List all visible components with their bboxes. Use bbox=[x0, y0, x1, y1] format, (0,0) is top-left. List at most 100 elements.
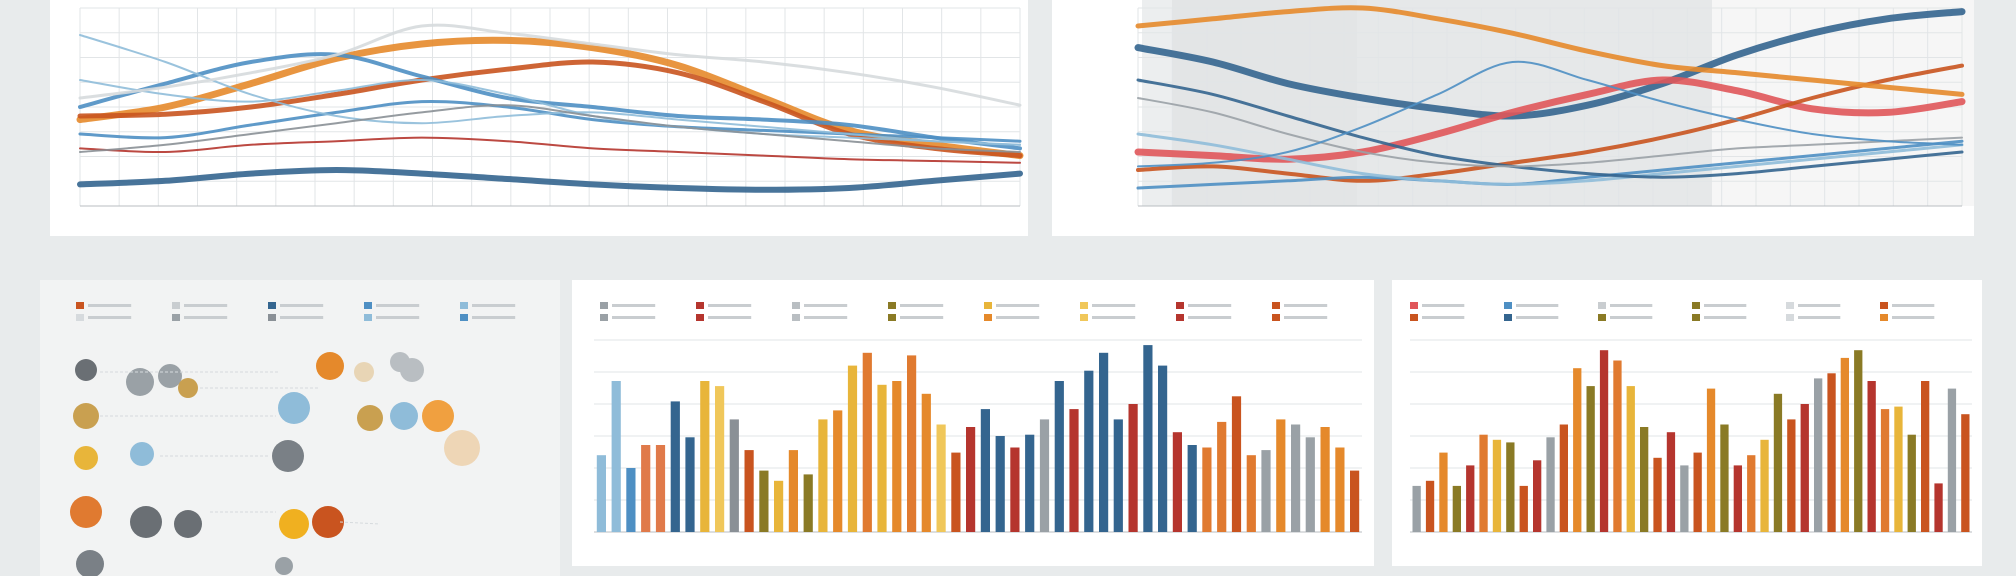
legend-swatch bbox=[1786, 302, 1794, 309]
legend-label-placeholder bbox=[1704, 304, 1747, 307]
legend-label-placeholder bbox=[1516, 304, 1559, 307]
legend-label-placeholder bbox=[1892, 316, 1935, 319]
legend-swatch bbox=[1176, 302, 1184, 309]
series-line-8 bbox=[1137, 97, 1963, 168]
bar bbox=[1335, 447, 1345, 532]
legend-swatch bbox=[76, 302, 84, 309]
legend-label-placeholder bbox=[1704, 316, 1747, 319]
bar bbox=[1320, 427, 1330, 532]
bar bbox=[1666, 432, 1676, 532]
bar bbox=[1947, 388, 1957, 532]
bar bbox=[921, 393, 931, 532]
bar bbox=[1466, 465, 1475, 532]
icon-blob bbox=[130, 506, 162, 538]
bar bbox=[1573, 368, 1582, 532]
bar bbox=[1546, 437, 1555, 532]
bar bbox=[892, 381, 902, 532]
legend-label-placeholder bbox=[708, 316, 752, 319]
legend-swatch bbox=[172, 302, 180, 309]
bar bbox=[774, 480, 784, 532]
bar-chart-panel-bottom-middle bbox=[572, 280, 1374, 566]
legend-label-placeholder bbox=[1516, 316, 1559, 319]
legend-swatch bbox=[1692, 314, 1700, 321]
legend-swatch bbox=[1176, 314, 1184, 321]
icon-blob bbox=[178, 378, 198, 398]
legend-swatch bbox=[1786, 314, 1794, 321]
bar bbox=[833, 410, 843, 532]
bar bbox=[1840, 357, 1849, 532]
legend-swatch bbox=[600, 314, 608, 321]
legend-swatch bbox=[268, 314, 276, 321]
bar bbox=[1113, 419, 1123, 532]
legend-swatch bbox=[460, 302, 468, 309]
bar bbox=[1231, 396, 1242, 532]
icon-blob bbox=[126, 368, 154, 396]
icon-blob bbox=[275, 557, 293, 575]
series-line-7 bbox=[79, 78, 1021, 146]
legend-swatch bbox=[76, 314, 84, 321]
bar bbox=[1202, 447, 1212, 532]
legend-swatch bbox=[364, 314, 372, 321]
legend-swatch bbox=[984, 314, 992, 321]
bar bbox=[1706, 388, 1716, 532]
legend-swatch bbox=[268, 302, 276, 309]
legend-label-placeholder bbox=[88, 304, 132, 307]
legend-swatch bbox=[792, 314, 800, 321]
series-line-5 bbox=[1136, 139, 1964, 190]
bar bbox=[1760, 439, 1769, 532]
icon-blob bbox=[422, 400, 454, 432]
legend-label-placeholder bbox=[280, 316, 324, 319]
bar bbox=[1854, 350, 1863, 532]
legend-swatch bbox=[1692, 302, 1700, 309]
bar bbox=[685, 437, 695, 532]
icon-blob bbox=[279, 509, 309, 539]
bar bbox=[1626, 386, 1635, 532]
series-line-6 bbox=[1136, 132, 1964, 186]
legend-label-placeholder bbox=[1284, 304, 1328, 307]
bar bbox=[1158, 365, 1168, 532]
legend-label-placeholder bbox=[88, 316, 132, 319]
bar bbox=[1305, 437, 1315, 532]
bar bbox=[1039, 419, 1050, 532]
bar bbox=[1479, 434, 1488, 532]
series-line-9 bbox=[78, 23, 1022, 107]
legend-label-placeholder bbox=[1092, 304, 1136, 307]
bar bbox=[862, 352, 872, 532]
legend-label-placeholder bbox=[900, 304, 944, 307]
icon-blob bbox=[76, 550, 104, 576]
series-line-3 bbox=[77, 166, 1023, 193]
icon-blob bbox=[75, 359, 97, 381]
legend-label-placeholder bbox=[1188, 316, 1232, 319]
bar bbox=[1827, 373, 1836, 532]
bar bbox=[1069, 409, 1079, 532]
legend-label-placeholder bbox=[708, 304, 752, 307]
bar bbox=[1934, 483, 1943, 532]
bar bbox=[1814, 378, 1823, 532]
legend-label-placeholder bbox=[376, 304, 420, 307]
icon-blob bbox=[312, 506, 344, 538]
line-chart-panel-top-left bbox=[50, 0, 1028, 236]
bar bbox=[1773, 393, 1783, 532]
icon-blob bbox=[357, 405, 383, 431]
bar bbox=[1350, 470, 1360, 532]
legend-label-placeholder bbox=[612, 316, 656, 319]
bar bbox=[877, 384, 887, 532]
series-line-2 bbox=[77, 59, 1023, 159]
bar bbox=[1010, 447, 1020, 532]
icon-blob bbox=[354, 362, 374, 382]
legend-swatch bbox=[600, 302, 608, 309]
bar bbox=[1800, 404, 1809, 532]
icon-blob bbox=[316, 352, 344, 380]
legend-swatch bbox=[984, 302, 992, 309]
legend-label-placeholder bbox=[1798, 304, 1841, 307]
bar bbox=[670, 401, 680, 532]
bar bbox=[1921, 381, 1930, 532]
legend-label-placeholder bbox=[472, 304, 516, 307]
legend-swatch bbox=[1080, 314, 1088, 321]
bar bbox=[596, 455, 606, 532]
legend-swatch bbox=[1504, 302, 1512, 309]
legend-swatch bbox=[1272, 314, 1280, 321]
bar bbox=[1143, 345, 1153, 532]
bar bbox=[1559, 424, 1568, 532]
legend-label-placeholder bbox=[280, 304, 324, 307]
